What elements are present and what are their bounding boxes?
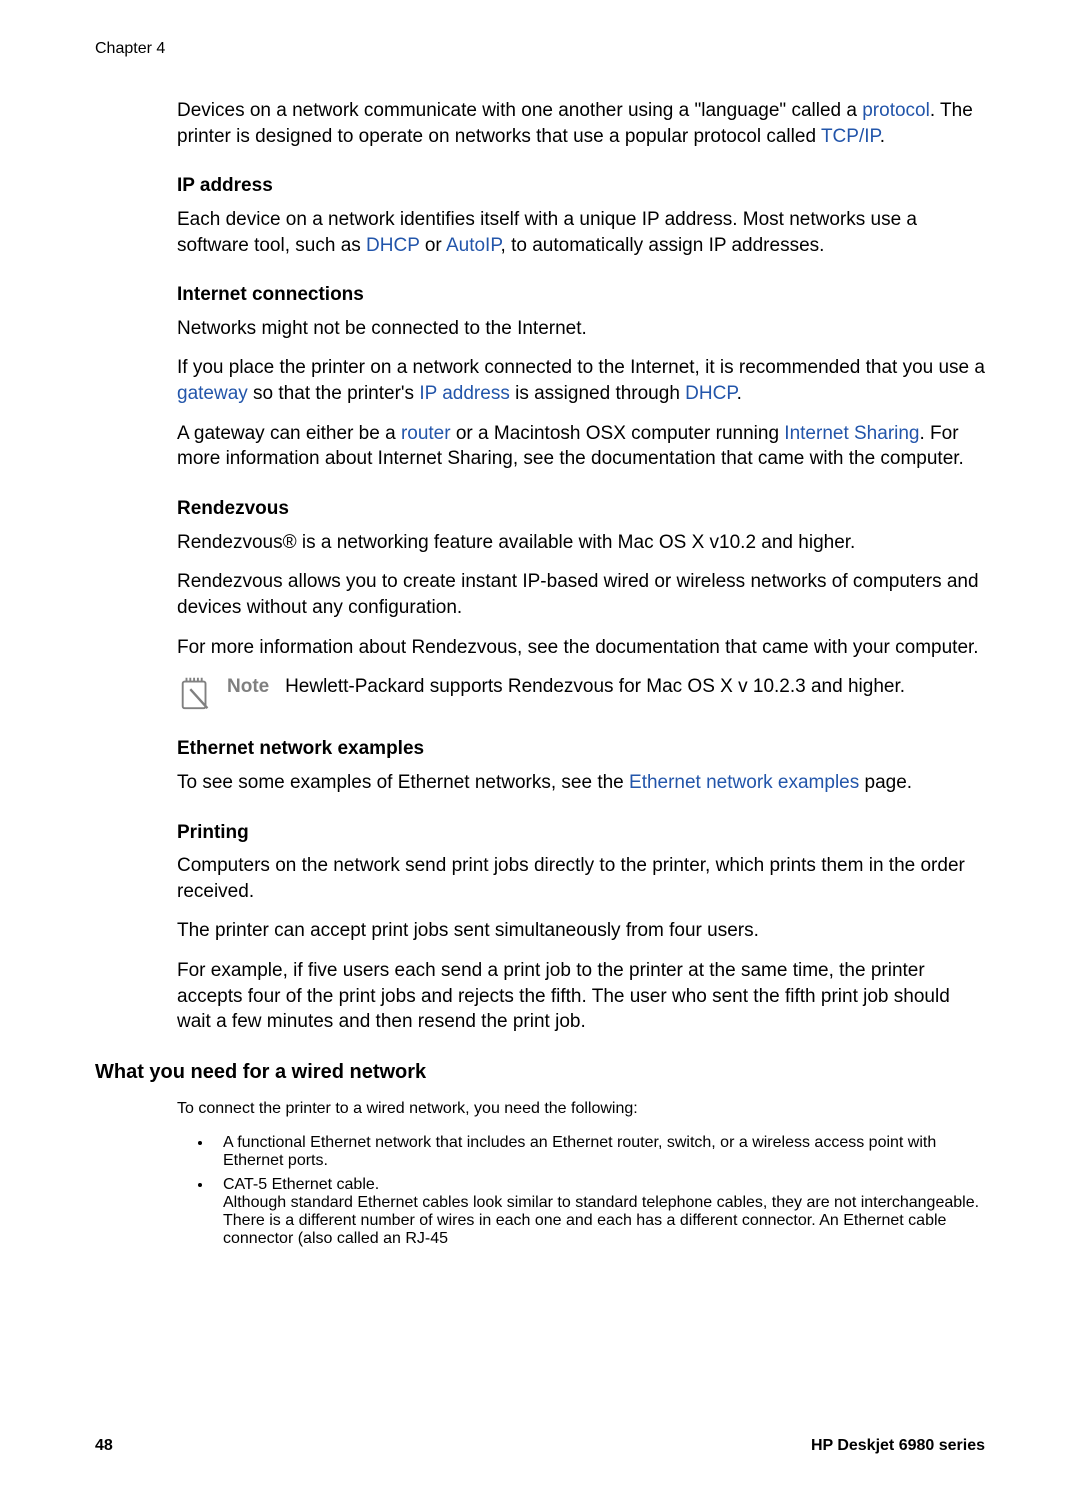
para-text: If you place the printer on a network co…: [177, 357, 985, 378]
note-body: [275, 676, 286, 697]
chapter-header: Chapter 4: [95, 40, 985, 58]
dhcp-link-2[interactable]: DHCP: [685, 383, 736, 404]
wired-section-heading: What you need for a wired network: [95, 1061, 985, 1084]
para-text: so that the printer's: [248, 383, 420, 404]
tcpip-link[interactable]: TCP/IP: [821, 126, 880, 147]
rendezvous-p1: Rendezvous® is a networking feature avai…: [177, 530, 985, 556]
autoip-link[interactable]: AutoIP: [446, 235, 501, 256]
para-text: is assigned through: [510, 383, 685, 404]
internet-sharing-link[interactable]: Internet Sharing: [784, 423, 919, 444]
examples-heading: Ethernet network examples: [177, 736, 985, 762]
ethernet-examples-link[interactable]: Ethernet network examples: [629, 772, 859, 793]
internet-p3: A gateway can either be a router or a Ma…: [177, 421, 985, 472]
para-text: or: [420, 235, 446, 256]
internet-heading: Internet connections: [177, 282, 985, 308]
note-body-text: Hewlett-Packard supports Rendezvous for …: [285, 676, 905, 697]
para-text: , to automatically assign IP addresses.: [501, 235, 825, 256]
rendezvous-heading: Rendezvous: [177, 496, 985, 522]
para-text: A gateway can either be a: [177, 423, 401, 444]
printing-heading: Printing: [177, 820, 985, 846]
para-text: page.: [859, 772, 912, 793]
internet-p2: If you place the printer on a network co…: [177, 355, 985, 406]
rendezvous-p2: Rendezvous allows you to create instant …: [177, 569, 985, 620]
para-text: .: [737, 383, 742, 404]
wired-bullets: A functional Ethernet network that inclu…: [177, 1134, 985, 1248]
dhcp-link[interactable]: DHCP: [366, 235, 420, 256]
para-text: Devices on a network communicate with on…: [177, 100, 862, 121]
router-link[interactable]: router: [401, 423, 451, 444]
note-text: Note Hewlett-Packard supports Rendezvous…: [227, 674, 985, 700]
examples-p1: To see some examples of Ethernet network…: [177, 770, 985, 796]
bullet-body: Although standard Ethernet cables look s…: [223, 1194, 979, 1247]
printing-p2: The printer can accept print jobs sent s…: [177, 918, 985, 944]
list-item: A functional Ethernet network that inclu…: [213, 1134, 985, 1170]
protocol-link[interactable]: protocol: [862, 100, 930, 121]
page-number: 48: [95, 1437, 113, 1455]
bullet-lead: CAT-5 Ethernet cable.: [223, 1176, 379, 1193]
protocol-paragraph: Devices on a network communicate with on…: [177, 98, 985, 149]
para-text: or a Macintosh OSX computer running: [451, 423, 785, 444]
note-icon: [177, 674, 215, 712]
wired-p1: To connect the printer to a wired networ…: [177, 1100, 985, 1118]
ip-address-paragraph: Each device on a network identifies itse…: [177, 207, 985, 258]
list-item: CAT-5 Ethernet cable. Although standard …: [213, 1176, 985, 1248]
note-label: Note: [227, 676, 269, 697]
para-text: .: [880, 126, 885, 147]
internet-p1: Networks might not be connected to the I…: [177, 316, 985, 342]
ip-address-heading: IP address: [177, 173, 985, 199]
gateway-link[interactable]: gateway: [177, 383, 248, 404]
printing-p1: Computers on the network send print jobs…: [177, 853, 985, 904]
product-model: HP Deskjet 6980 series: [811, 1437, 985, 1455]
rendezvous-p3: For more information about Rendezvous, s…: [177, 635, 985, 661]
ipaddress-link[interactable]: IP address: [419, 383, 509, 404]
printing-p3: For example, if five users each send a p…: [177, 958, 985, 1035]
note-block: Note Hewlett-Packard supports Rendezvous…: [177, 674, 985, 712]
para-text: To see some examples of Ethernet network…: [177, 772, 629, 793]
